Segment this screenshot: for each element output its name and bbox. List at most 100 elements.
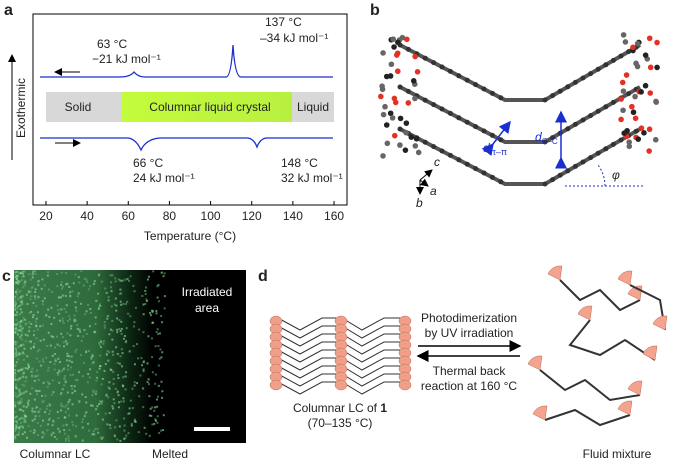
speckle [119,329,122,332]
speckle [89,285,92,288]
chain [399,43,642,102]
speckle [28,311,31,314]
speckle [19,421,22,424]
speckle [155,309,158,312]
speckle [132,345,135,348]
atom [481,86,487,92]
speckle [141,294,144,297]
speckle [15,351,18,354]
wedge [642,345,658,361]
atom [603,62,609,68]
atom [638,125,645,131]
speckle [14,365,17,368]
speckle [91,394,94,397]
axis-label: c [434,155,440,169]
speckle [163,272,166,275]
speckle [111,338,114,341]
speckle [14,314,17,317]
speckle [92,389,95,392]
speckle [160,380,163,383]
speckle [52,421,55,424]
speckle [19,300,22,303]
atom [610,141,616,147]
speckle [106,423,109,426]
speckle [132,284,135,287]
speckle [18,377,21,380]
chain [544,408,631,427]
speckle [65,271,68,274]
atom [414,68,421,75]
speckle [63,377,66,380]
speckle [28,290,31,293]
speckle [14,379,17,382]
speckle [45,314,48,317]
speckle [18,345,21,348]
speckle [122,302,125,305]
speckle [60,409,63,412]
speckle [129,399,132,402]
phase-solid [46,92,122,122]
speckle [14,301,17,304]
speckle [47,331,50,334]
speckle [24,333,27,336]
speckle [53,316,56,319]
speckle [88,429,91,432]
speckle [24,281,27,284]
speckle [14,404,17,407]
speckle [98,400,101,403]
atom [629,103,635,110]
speckle [24,340,27,343]
speckle [58,312,61,315]
speckle [16,293,19,296]
speckle [153,409,156,412]
speckle [146,278,149,281]
axis-label: a [430,184,437,198]
speckle [93,433,96,436]
speckle [17,369,20,372]
speckle [50,393,53,396]
speckle [114,426,117,429]
atom [626,91,632,97]
speckle [14,405,17,408]
speckle [127,432,130,435]
caption: Fluid mixture [583,447,652,461]
speckle [154,418,157,421]
speckle [15,355,18,358]
speckle [113,435,116,438]
speckle [117,394,120,397]
speckle [129,315,132,318]
annotation: −21 kJ mol⁻¹ [92,52,161,66]
speckle [155,405,158,408]
speckle [29,298,32,301]
speckle [103,370,106,373]
speckle [17,426,20,429]
speckle [22,275,25,278]
speckle [142,370,145,373]
speckle [35,393,38,396]
atom [405,100,412,106]
speckle [119,355,122,358]
speckle [35,325,38,328]
speckle [23,270,26,273]
speckle [28,273,31,276]
caption: (70–135 °C) [308,416,373,430]
speckle [142,303,145,306]
caption: Melted [152,447,188,461]
speckle [74,306,77,309]
speckle [27,326,30,329]
atom [405,88,411,94]
speckle [90,357,93,360]
speckle [71,387,74,390]
speckle [41,419,44,422]
speckle [97,274,100,277]
speckle [70,366,73,369]
atom [403,129,409,136]
speckle [37,279,40,282]
speckle [40,424,43,427]
speckle [17,282,20,285]
arrow-label: by UV irradiation [425,326,514,340]
speckle [73,390,76,393]
speckle [14,424,17,427]
speckle [67,439,70,442]
speckle [23,414,26,417]
